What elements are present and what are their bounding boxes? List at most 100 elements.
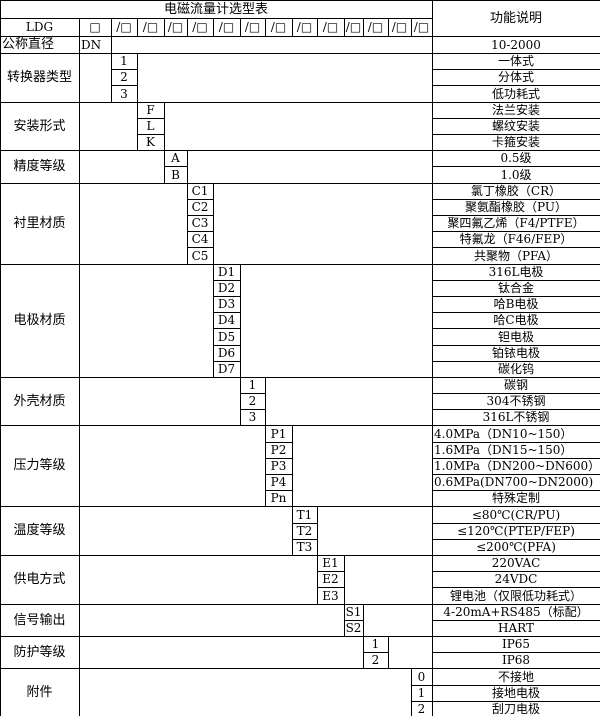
section-label: 衬里材质 xyxy=(1,183,80,265)
option-desc: 4.0MPa（DN10~150） xyxy=(432,425,600,443)
option-desc: 1.0级 xyxy=(432,166,600,184)
empty-cell xyxy=(363,604,433,637)
option-code: C2 xyxy=(187,199,214,216)
option-code: C5 xyxy=(187,247,214,265)
nominal-desc: 10-2000 xyxy=(432,36,600,54)
option-desc: 哈B电极 xyxy=(432,296,600,313)
option-desc: ≤120℃(PTEP/FEP) xyxy=(432,523,600,540)
option-code: D7 xyxy=(213,361,241,378)
option-desc: 分体式 xyxy=(432,69,600,86)
option-code: 3 xyxy=(111,85,138,103)
model-box: /□ xyxy=(411,18,433,37)
option-code: D4 xyxy=(213,312,241,329)
option-code: D2 xyxy=(213,280,241,297)
model-box: /□ xyxy=(187,18,214,37)
option-code: C4 xyxy=(187,231,214,248)
model-box: /□ xyxy=(344,18,364,37)
option-code: P2 xyxy=(265,442,293,459)
option-code: F xyxy=(137,102,165,119)
option-desc: 1.0MPa（DN200~DN600） xyxy=(432,459,600,475)
option-code: 2 xyxy=(111,69,138,86)
option-code: S2 xyxy=(344,620,364,637)
option-desc: 特氟龙（F46/FEP） xyxy=(432,231,600,248)
option-desc: 一体式 xyxy=(432,53,600,70)
option-desc: 4-20mA+RS485（标配） xyxy=(432,604,600,621)
section-label: 信号输出 xyxy=(1,604,80,637)
option-code: P1 xyxy=(265,425,293,443)
option-desc: 聚氨酯橡胶（PU） xyxy=(432,199,600,216)
option-desc: 钛合金 xyxy=(432,280,600,297)
function-header: 功能说明 xyxy=(432,1,600,37)
option-code: S1 xyxy=(344,604,364,621)
empty-cell xyxy=(388,636,433,669)
option-desc: 特殊定制 xyxy=(432,490,600,507)
empty-cell xyxy=(79,668,412,716)
option-desc: 低功耗式 xyxy=(432,85,600,103)
option-code: T2 xyxy=(292,523,318,540)
option-desc: 铂铱电极 xyxy=(432,345,600,362)
section-label: 精度等级 xyxy=(1,150,80,184)
option-code: 1 xyxy=(411,685,433,702)
empty-cell xyxy=(79,555,318,605)
empty-cell xyxy=(79,150,165,184)
option-desc: 聚四氟乙烯（F4/PTFE） xyxy=(432,215,600,232)
nominal-code: DN xyxy=(79,36,112,54)
option-code: B xyxy=(164,166,188,184)
model-box: /□ xyxy=(265,18,293,37)
option-desc: 1.6MPa（DN15~150） xyxy=(432,442,600,459)
section-label: 外壳材质 xyxy=(1,377,80,426)
option-code: 1 xyxy=(363,636,389,653)
option-desc: IP68 xyxy=(432,652,600,669)
option-desc: 316L不锈钢 xyxy=(432,409,600,426)
option-code: D6 xyxy=(213,345,241,362)
option-code: 2 xyxy=(363,652,389,669)
model-box: /□ xyxy=(240,18,266,37)
empty-cell xyxy=(79,377,241,426)
option-desc: 不接地 xyxy=(432,668,600,686)
empty-cell xyxy=(265,377,433,426)
option-desc: 卡箍安装 xyxy=(432,134,600,151)
model-box: /□ xyxy=(137,18,165,37)
empty-cell xyxy=(187,150,433,184)
option-code: A xyxy=(164,150,188,167)
model-box: /□ xyxy=(292,18,318,37)
empty-cell xyxy=(79,264,214,378)
empty-cell xyxy=(240,264,433,378)
section-label: 温度等级 xyxy=(1,506,80,556)
section-label: 转换器类型 xyxy=(1,53,80,103)
option-desc: 钽电极 xyxy=(432,328,600,346)
model-box: /□ xyxy=(363,18,389,37)
model-box: /□ xyxy=(213,18,241,37)
option-desc: 碳化钨 xyxy=(432,361,600,378)
empty-cell xyxy=(79,102,138,151)
option-desc: 220VAC xyxy=(432,555,600,572)
empty-cell xyxy=(164,102,433,151)
empty-cell xyxy=(213,183,433,265)
option-code: E1 xyxy=(317,555,345,572)
option-desc: 304不锈钢 xyxy=(432,393,600,410)
section-label: 电极材质 xyxy=(1,264,80,378)
model-box: /□ xyxy=(317,18,345,37)
option-desc: 接地电极 xyxy=(432,685,600,702)
empty-cell xyxy=(111,36,433,54)
empty-cell xyxy=(79,53,112,103)
option-code: 1 xyxy=(240,377,266,394)
nominal-label: 公称直径 xyxy=(1,36,80,54)
option-desc: 共聚物（PFA） xyxy=(432,247,600,265)
option-code: T3 xyxy=(292,539,318,556)
option-code: E3 xyxy=(317,587,345,605)
option-desc: 0.5级 xyxy=(432,150,600,167)
model-box: /□ xyxy=(111,18,138,37)
option-code: P3 xyxy=(265,458,293,475)
option-desc: HART xyxy=(432,620,600,637)
option-desc: 氯丁橡胶（CR） xyxy=(432,183,600,200)
option-desc: IP65 xyxy=(432,636,600,653)
option-desc: 刮刀电极 xyxy=(432,701,600,716)
option-code: D5 xyxy=(213,328,241,346)
empty-cell xyxy=(79,506,293,556)
option-code: 2 xyxy=(240,393,266,410)
empty-cell xyxy=(79,183,188,265)
model-prefix: LDG xyxy=(1,18,80,37)
empty-cell xyxy=(292,425,433,507)
empty-cell xyxy=(79,425,266,507)
